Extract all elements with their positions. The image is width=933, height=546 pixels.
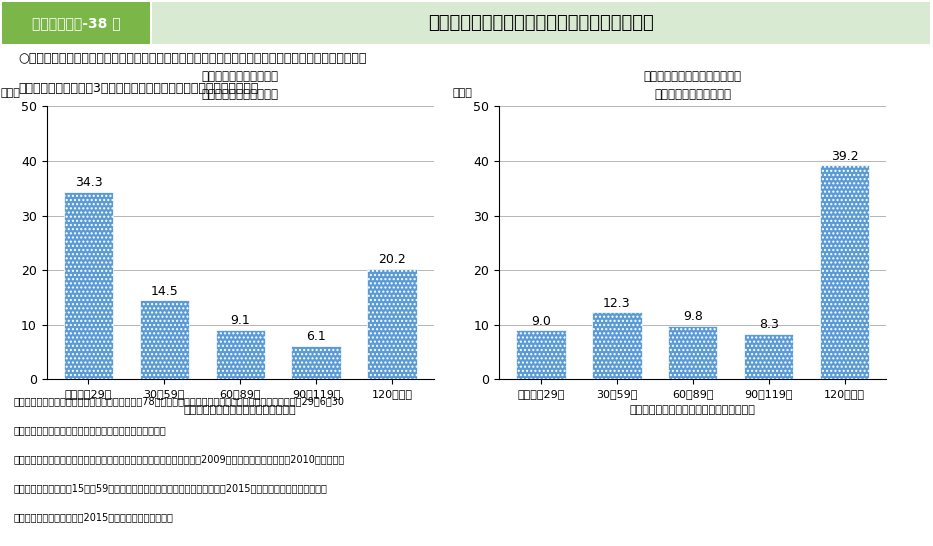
Text: 6.1: 6.1 xyxy=(306,330,326,343)
Text: （％）: （％） xyxy=(453,88,473,98)
Bar xyxy=(516,330,565,379)
Bar xyxy=(2,2,150,44)
Text: （離職日の年齢は15歳以59歳以下）であり、訓練受講者は訓練修了日が2015年３月以前の者、訓練非受講: （離職日の年齢は15歳以59歳以下）であり、訓練受講者は訓練修了日が2015年３… xyxy=(14,483,327,493)
Text: 9.0: 9.0 xyxy=(531,314,550,328)
Text: 9.8: 9.8 xyxy=(683,310,703,323)
Bar xyxy=(291,346,341,379)
Bar xyxy=(744,334,793,379)
Text: 第２－（４）-38 図: 第２－（４）-38 図 xyxy=(32,16,120,30)
Bar xyxy=(216,330,265,379)
Text: （注）　集計対象は、集用保険受給資格決定者のうち前職の資格取得が2009年４月以降かつ離職日が2010年１月以降: （注） 集計対象は、集用保険受給資格決定者のうち前職の資格取得が2009年４月以… xyxy=(14,454,345,464)
X-axis label: （訓練修了日から再就職までの日数）: （訓練修了日から再就職までの日数） xyxy=(184,405,297,415)
Text: 8.3: 8.3 xyxy=(759,318,779,331)
Text: 者は受給資格決定日が2015年３月以前の者である。: 者は受給資格決定日が2015年３月以前の者である。 xyxy=(14,512,174,522)
Bar xyxy=(668,326,717,379)
Bar xyxy=(368,269,417,379)
Bar xyxy=(820,165,870,379)
X-axis label: （受給資格決定日から再就職までの日数）: （受給資格決定日から再就職までの日数） xyxy=(630,405,756,415)
Text: 公的職業訓練受講者の訓練修了後の再就職時期: 公的職業訓練受講者の訓練修了後の再就職時期 xyxy=(428,14,654,32)
Text: 12.3: 12.3 xyxy=(603,296,631,310)
Bar xyxy=(592,312,642,379)
Bar xyxy=(63,192,113,379)
Text: 日」をもとに厚生労働省労働政策担当参事官室にて作成: 日」をもとに厚生労働省労働政策担当参事官室にて作成 xyxy=(14,425,167,435)
Title: 非受講者の受給資格決定日から
再就職までの日数の分布: 非受講者の受給資格決定日から 再就職までの日数の分布 xyxy=(644,70,742,101)
Text: ３か月以内では約3割が就職しており、早期に就職ができている。: ３か月以内では約3割が就職しており、早期に就職ができている。 xyxy=(19,82,258,95)
Text: （％）: （％） xyxy=(0,88,21,98)
Text: 14.5: 14.5 xyxy=(150,284,178,298)
Text: ○　公的職業訓練の受講者は、訓練修了直後に最も多く就職し、修了後１か月以内に３割以上が就職、: ○ 公的職業訓練の受講者は、訓練修了直後に最も多く就職し、修了後１か月以内に３割… xyxy=(19,52,367,65)
Text: 39.2: 39.2 xyxy=(830,150,858,163)
Bar xyxy=(152,2,930,44)
Bar xyxy=(140,300,189,379)
Title: 受講者の訓練修了日から
再就職までの日数の分布: 受講者の訓練修了日から 再就職までの日数の分布 xyxy=(202,70,279,101)
Text: 34.3: 34.3 xyxy=(75,176,103,189)
Text: 20.2: 20.2 xyxy=(378,253,406,266)
Text: 資料出所　厚生労働省「労働市場分析レポート第78号（公的職業訓練受講者の再就職の状況について）平成29年6朎30: 資料出所 厚生労働省「労働市場分析レポート第78号（公的職業訓練受講者の再就職の… xyxy=(14,396,345,407)
Text: 9.1: 9.1 xyxy=(230,314,250,327)
